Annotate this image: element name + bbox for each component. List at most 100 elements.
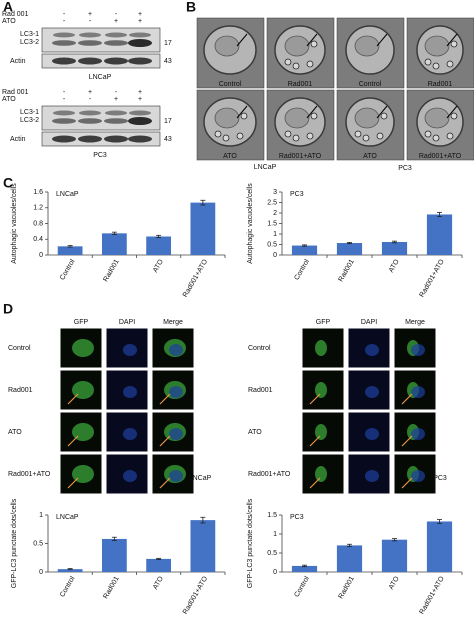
y-tick-label: 0.5 bbox=[267, 550, 277, 557]
dapi-signal bbox=[169, 470, 183, 482]
dapi-signal bbox=[365, 344, 379, 356]
em-vacuole bbox=[222, 134, 230, 142]
band bbox=[104, 57, 128, 65]
band bbox=[104, 135, 128, 143]
treatment-label: ATO bbox=[2, 96, 16, 103]
panel-label: B bbox=[186, 0, 196, 15]
row-label: Control bbox=[248, 345, 271, 352]
treatment-sign: + bbox=[138, 96, 142, 103]
channel-label: Merge bbox=[405, 319, 425, 326]
em-nucleus bbox=[214, 35, 240, 57]
y-tick-label: 1.5 bbox=[267, 512, 277, 519]
arrow bbox=[401, 393, 413, 405]
y-tick-label: 0.4 bbox=[33, 236, 43, 243]
em-label: Control bbox=[219, 81, 242, 88]
y-tick-label: 2 bbox=[273, 210, 277, 217]
gfp-signal bbox=[315, 340, 327, 356]
row-label: Rad001 bbox=[248, 387, 273, 394]
bar bbox=[291, 245, 318, 255]
band bbox=[78, 57, 102, 65]
em-nucleus bbox=[424, 35, 450, 57]
em-vacuole bbox=[424, 58, 432, 66]
treatment-sign: - bbox=[63, 11, 66, 18]
treatment-sign: - bbox=[89, 18, 92, 25]
em-vacuole bbox=[292, 62, 300, 70]
band bbox=[105, 110, 127, 116]
channel-label: GFP bbox=[316, 319, 331, 326]
dapi-signal bbox=[365, 470, 379, 482]
em-vacuole bbox=[354, 130, 362, 138]
em-label: ATO bbox=[363, 153, 377, 160]
em-label: Rad001 bbox=[428, 81, 453, 88]
em-label: Control bbox=[359, 81, 382, 88]
em-vacuole bbox=[310, 112, 318, 120]
treatment-label: Rad 001 bbox=[2, 11, 29, 18]
channel-label: GFP bbox=[74, 319, 89, 326]
band bbox=[128, 57, 152, 65]
bar bbox=[336, 243, 363, 255]
size-marker: 17 bbox=[164, 118, 172, 125]
em-arrow bbox=[236, 105, 248, 119]
dapi-signal bbox=[123, 428, 137, 440]
band bbox=[128, 117, 152, 125]
dapi-signal bbox=[365, 386, 379, 398]
dapi-signal bbox=[169, 428, 183, 440]
row-label: Rad001 bbox=[8, 387, 33, 394]
arrow bbox=[309, 477, 321, 489]
size-marker: 43 bbox=[164, 136, 172, 143]
row-label: Rad001+ATO bbox=[8, 471, 51, 478]
arrow bbox=[159, 477, 171, 489]
y-tick-label: 0 bbox=[273, 569, 277, 576]
arrow bbox=[159, 393, 171, 405]
chart-title: LNCaP bbox=[56, 514, 79, 521]
dapi-signal bbox=[411, 344, 425, 356]
y-tick-label: 0 bbox=[39, 569, 43, 576]
em-label: Rad001+ATO bbox=[279, 153, 322, 160]
em-vacuole bbox=[450, 40, 458, 48]
arrow bbox=[401, 435, 413, 447]
arrow bbox=[67, 435, 79, 447]
treatment-label: ATO bbox=[2, 18, 16, 25]
y-axis-label: GFP-LC3 punctate dots/cells bbox=[11, 498, 18, 588]
band bbox=[53, 110, 75, 116]
channel-label: Merge bbox=[163, 319, 183, 326]
y-axis-label: Autophagic vacuoles/cells bbox=[11, 183, 18, 264]
em-vacuole bbox=[432, 62, 440, 70]
y-tick-label: 3 bbox=[273, 189, 277, 196]
arrow bbox=[309, 435, 321, 447]
cell-line-label: PC3 bbox=[433, 475, 447, 482]
arrow bbox=[67, 477, 79, 489]
em-vacuole bbox=[310, 40, 318, 48]
cell-line-label: LNCaP bbox=[89, 74, 112, 81]
band bbox=[128, 39, 152, 47]
fluor-image bbox=[347, 453, 391, 495]
arrow bbox=[67, 393, 79, 405]
bar bbox=[146, 236, 172, 255]
dapi-signal bbox=[123, 344, 137, 356]
em-nucleus bbox=[424, 107, 450, 129]
em-nucleus bbox=[354, 107, 380, 129]
bar bbox=[426, 214, 453, 255]
dapi-signal bbox=[411, 470, 425, 482]
dapi-signal bbox=[123, 470, 137, 482]
em-vacuole bbox=[380, 112, 388, 120]
band bbox=[79, 32, 101, 38]
cell-line-label: LNCaP bbox=[254, 164, 277, 171]
bar bbox=[101, 233, 127, 255]
band-label: LC3-2 bbox=[20, 39, 39, 46]
band bbox=[128, 135, 152, 143]
em-arrow bbox=[236, 33, 248, 47]
em-arrow bbox=[376, 105, 388, 119]
dapi-signal bbox=[411, 428, 425, 440]
bar bbox=[57, 246, 83, 255]
band bbox=[52, 118, 76, 124]
chart-title: PC3 bbox=[290, 191, 304, 198]
y-tick-label: 1 bbox=[273, 231, 277, 238]
cell-line-label: LNCaP bbox=[189, 475, 212, 482]
em-arrow bbox=[446, 33, 458, 47]
bar bbox=[190, 202, 216, 255]
y-tick-label: 1.2 bbox=[33, 205, 43, 212]
panel-label: D bbox=[3, 301, 13, 317]
row-label: Control bbox=[8, 345, 31, 352]
treatment-sign: - bbox=[89, 96, 92, 103]
